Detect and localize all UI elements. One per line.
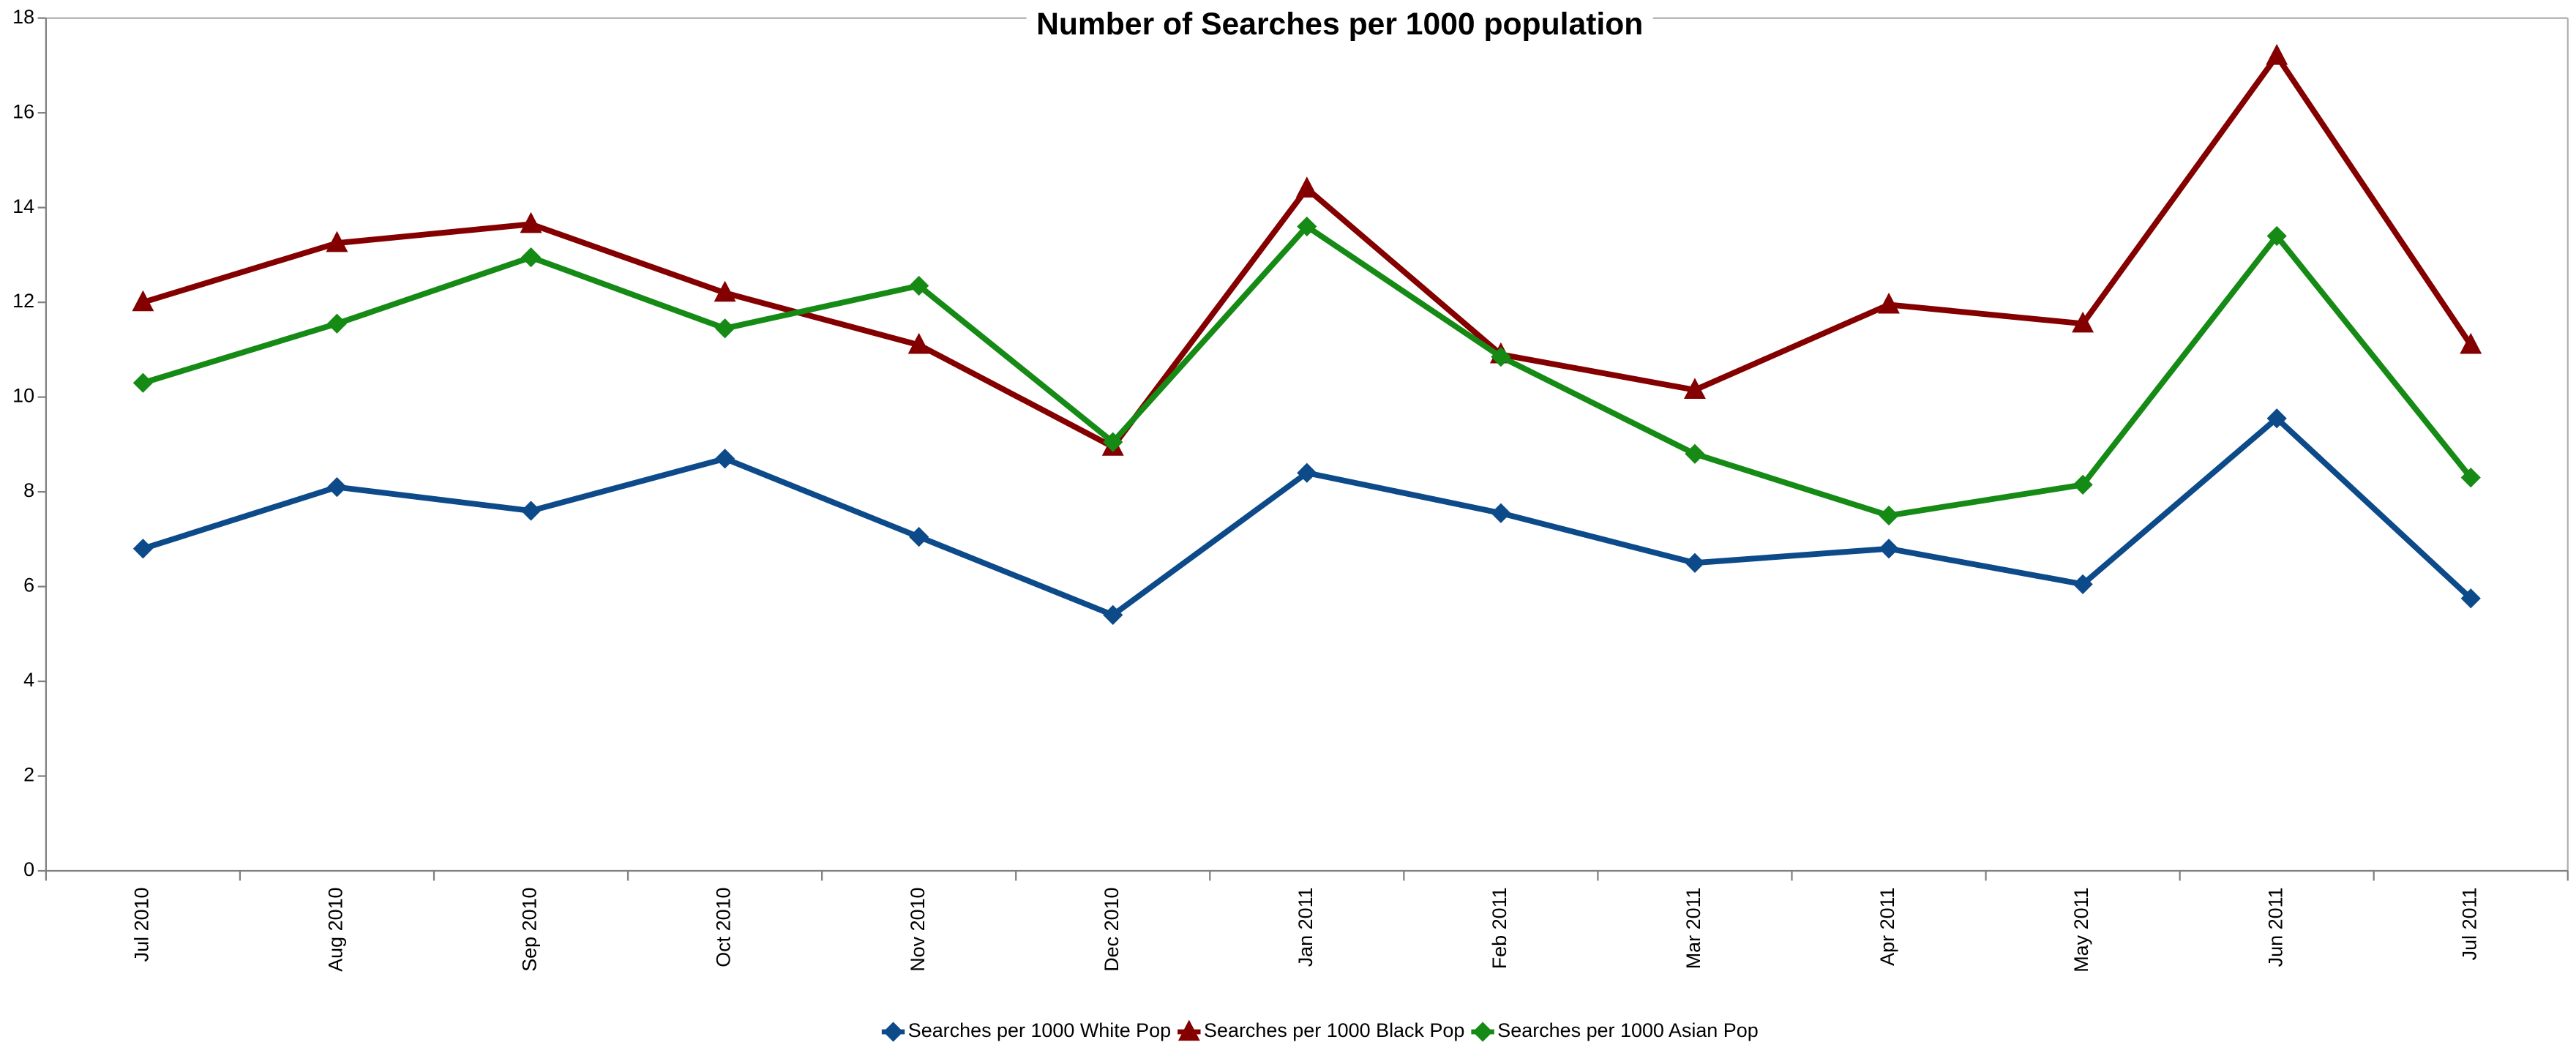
y-tick-label: 2 — [23, 764, 34, 786]
marker — [520, 211, 542, 233]
x-tick-label: Apr 2011 — [1876, 887, 1898, 965]
series — [132, 216, 2481, 526]
legend: Searches per 1000 White Pop Searches per … — [881, 1019, 1759, 1042]
marker — [1685, 443, 1705, 464]
marker — [1103, 604, 1123, 626]
x-tick-label: Jul 2011 — [2458, 887, 2480, 960]
marker — [132, 290, 154, 312]
marker — [326, 476, 348, 498]
marker — [2460, 588, 2481, 609]
legend-label: Searches per 1000 White Pop — [908, 1019, 1171, 1041]
y-tick-label: 14 — [12, 195, 34, 217]
chart-title: Number of Searches per 1000 population — [1036, 7, 1643, 42]
x-tick-label: Jan 2011 — [1295, 887, 1317, 967]
x-tick-label: Jul 2010 — [131, 887, 153, 962]
marker — [909, 526, 929, 547]
marker — [2460, 468, 2481, 488]
marker — [714, 280, 736, 302]
marker — [1297, 462, 1317, 483]
marker — [1491, 346, 1511, 367]
y-tick-label: 8 — [23, 479, 34, 501]
legend-label: Searches per 1000 Asian Pop — [1497, 1019, 1758, 1041]
marker — [2266, 225, 2287, 247]
marker — [1878, 292, 1900, 314]
x-tick-label: May 2011 — [2070, 887, 2092, 972]
marker — [1879, 539, 1899, 559]
marker — [520, 247, 542, 268]
x-tick-label: Jun 2011 — [2264, 887, 2286, 967]
x-tick-label: Dec 2010 — [1101, 887, 1123, 971]
marker — [2072, 311, 2094, 333]
series — [132, 43, 2482, 456]
y-tick-label: 0 — [23, 858, 34, 880]
marker — [2073, 574, 2093, 594]
marker — [883, 1022, 904, 1042]
marker — [714, 318, 735, 339]
x-tick-label: Mar 2011 — [1682, 887, 1704, 969]
x-tick-label: Aug 2010 — [325, 887, 347, 971]
x-tick-label: Sep 2010 — [519, 887, 541, 971]
marker — [132, 372, 154, 393]
marker — [714, 449, 735, 469]
x-tick-label: Oct 2010 — [713, 887, 735, 967]
y-tick-label: 4 — [23, 669, 34, 691]
marker — [909, 275, 929, 296]
marker — [2073, 474, 2093, 495]
y-tick-label: 6 — [23, 574, 34, 596]
title-background — [1026, 4, 1653, 44]
marker — [2266, 408, 2287, 429]
marker — [1103, 432, 1123, 452]
marker — [1683, 378, 1706, 400]
x-tick-label: Nov 2010 — [907, 887, 929, 971]
y-tick-label: 10 — [12, 385, 34, 407]
legend-label: Searches per 1000 Black Pop — [1204, 1019, 1464, 1041]
series — [132, 408, 2481, 626]
marker — [326, 231, 348, 252]
marker — [520, 501, 542, 521]
marker — [907, 332, 930, 354]
marker — [1685, 553, 1705, 573]
marker — [1177, 1019, 1200, 1041]
y-tick-label: 16 — [12, 100, 34, 122]
marker — [132, 539, 154, 559]
marker — [1879, 505, 1899, 526]
marker — [1295, 176, 1318, 198]
marker — [326, 313, 348, 334]
marker — [1297, 216, 1317, 237]
marker — [2266, 43, 2288, 65]
marker — [1472, 1022, 1493, 1042]
marker — [2460, 332, 2482, 354]
x-tick-label: Feb 2011 — [1489, 887, 1510, 969]
y-tick-label: 18 — [12, 6, 34, 28]
marker — [1491, 503, 1511, 523]
y-tick-label: 12 — [12, 290, 34, 312]
